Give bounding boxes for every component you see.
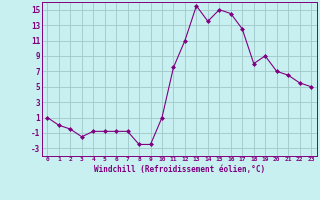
X-axis label: Windchill (Refroidissement éolien,°C): Windchill (Refroidissement éolien,°C) <box>94 165 265 174</box>
